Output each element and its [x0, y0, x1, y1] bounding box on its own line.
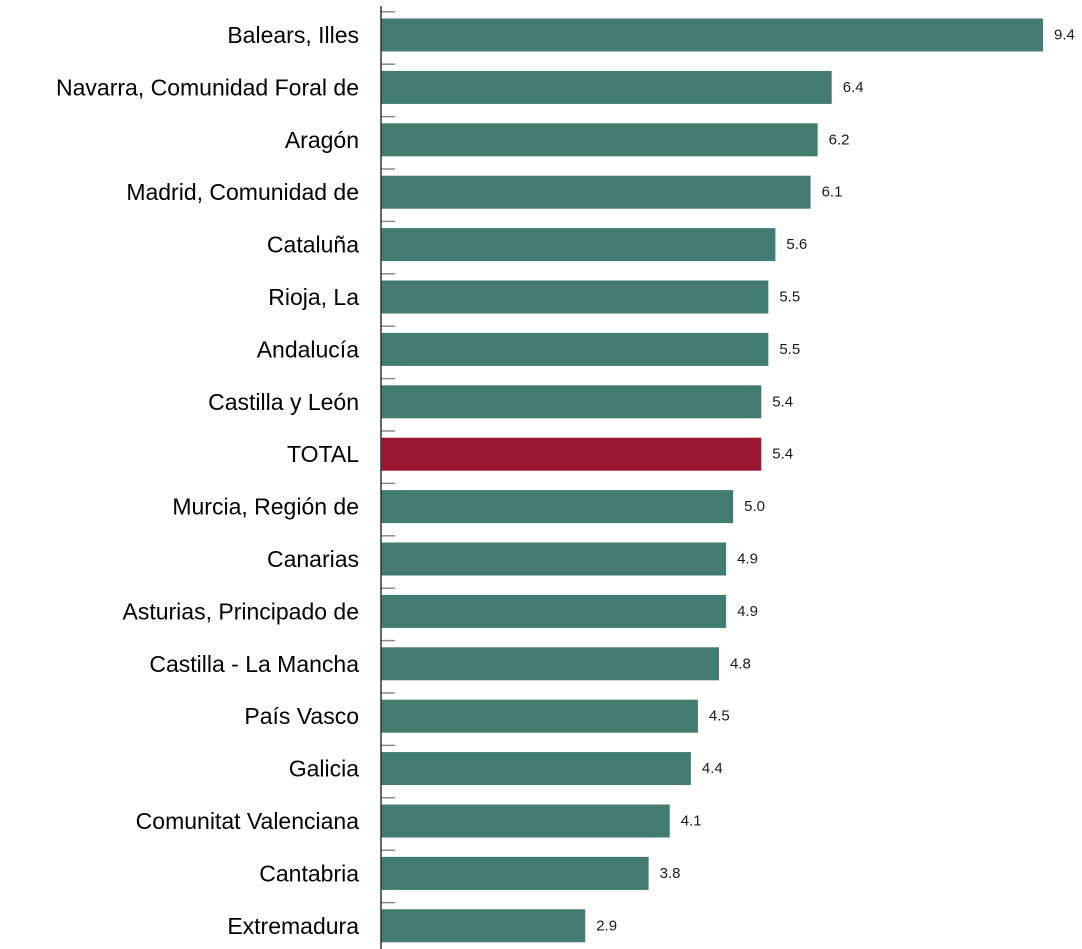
bar-madrid-comunidad-de — [381, 175, 811, 209]
category-label-madrid-comunidad-de: Madrid, Comunidad de — [126, 179, 359, 205]
value-label-balears-illes: 9.4 — [1054, 27, 1075, 44]
value-label-castilla-y-leon: 5.4 — [772, 393, 793, 410]
bar-cataluna — [381, 228, 776, 262]
value-label-murcia-region-de: 5.0 — [744, 498, 765, 515]
category-label-galicia: Galicia — [289, 756, 360, 782]
bar-cantabria — [381, 856, 649, 890]
category-label-comunitat-valenciana: Comunitat Valenciana — [136, 808, 360, 834]
category-label-navarra-comunidad-foral-de: Navarra, Comunidad Foral de — [56, 74, 359, 100]
category-label-rioja-la: Rioja, La — [268, 284, 359, 310]
value-label-pais-vasco: 4.5 — [709, 708, 730, 725]
bar-pais-vasco — [381, 699, 698, 733]
value-label-canarias: 4.9 — [737, 551, 758, 568]
value-label-extremadura: 2.9 — [596, 917, 617, 934]
category-label-extremadura: Extremadura — [227, 913, 359, 939]
value-label-aragon: 6.2 — [829, 131, 850, 148]
bar-balears-illes — [381, 18, 1043, 52]
bar-castilla-la-mancha — [381, 647, 720, 681]
bar-galicia — [381, 752, 691, 786]
category-label-canarias: Canarias — [267, 546, 359, 572]
bar-rioja-la — [381, 280, 769, 314]
bar-andalucia — [381, 332, 769, 366]
category-label-total: TOTAL — [287, 441, 359, 467]
category-label-andalucia: Andalucía — [257, 336, 360, 362]
category-labels: Balears, Illes Navarra, Comunidad Foral d… — [56, 22, 359, 939]
value-label-galicia: 4.4 — [702, 760, 723, 777]
value-label-andalucia: 5.5 — [779, 341, 800, 358]
value-label-navarra-comunidad-foral-de: 6.4 — [843, 79, 864, 96]
bar-navarra-comunidad-foral-de — [381, 70, 832, 104]
bar-asturias-principado-de — [381, 594, 727, 628]
value-label-cataluna: 5.6 — [786, 236, 807, 253]
axis-ticks — [381, 11, 395, 904]
value-label-madrid-comunidad-de: 6.1 — [822, 184, 843, 201]
value-labels: 9.4 6.4 6.2 6.1 5.6 5.5 5.5 5.4 5.4 5.0 4.9 4.9 4.8 4… — [596, 27, 1075, 935]
category-label-cataluna: Cataluña — [267, 232, 359, 258]
category-label-castilla-la-mancha: Castilla - La Mancha — [149, 651, 359, 677]
bar-total — [381, 437, 762, 471]
category-label-castilla-y-leon: Castilla y León — [208, 389, 359, 415]
bar-extremadura — [381, 909, 586, 943]
category-label-cantabria: Cantabria — [259, 860, 359, 886]
bars — [381, 18, 1043, 943]
category-label-murcia-region-de: Murcia, Región de — [172, 494, 359, 520]
category-label-pais-vasco: País Vasco — [244, 703, 359, 729]
category-label-balears-illes: Balears, Illes — [227, 22, 359, 48]
bar-comunitat-valenciana — [381, 804, 670, 838]
category-label-aragon: Aragón — [285, 127, 359, 153]
bar-aragon — [381, 123, 818, 157]
category-label-asturias-principado-de: Asturias, Principado de — [122, 598, 359, 624]
value-label-asturias-principado-de: 4.9 — [737, 603, 758, 620]
value-label-cantabria: 3.8 — [660, 865, 681, 882]
value-label-comunitat-valenciana: 4.1 — [681, 813, 702, 830]
bar-castilla-y-leon — [381, 385, 762, 419]
value-label-castilla-la-mancha: 4.8 — [730, 655, 751, 672]
value-label-total: 5.4 — [772, 446, 793, 463]
bar-canarias — [381, 542, 727, 576]
value-label-rioja-la: 5.5 — [779, 289, 800, 306]
bar-murcia-region-de — [381, 490, 734, 524]
